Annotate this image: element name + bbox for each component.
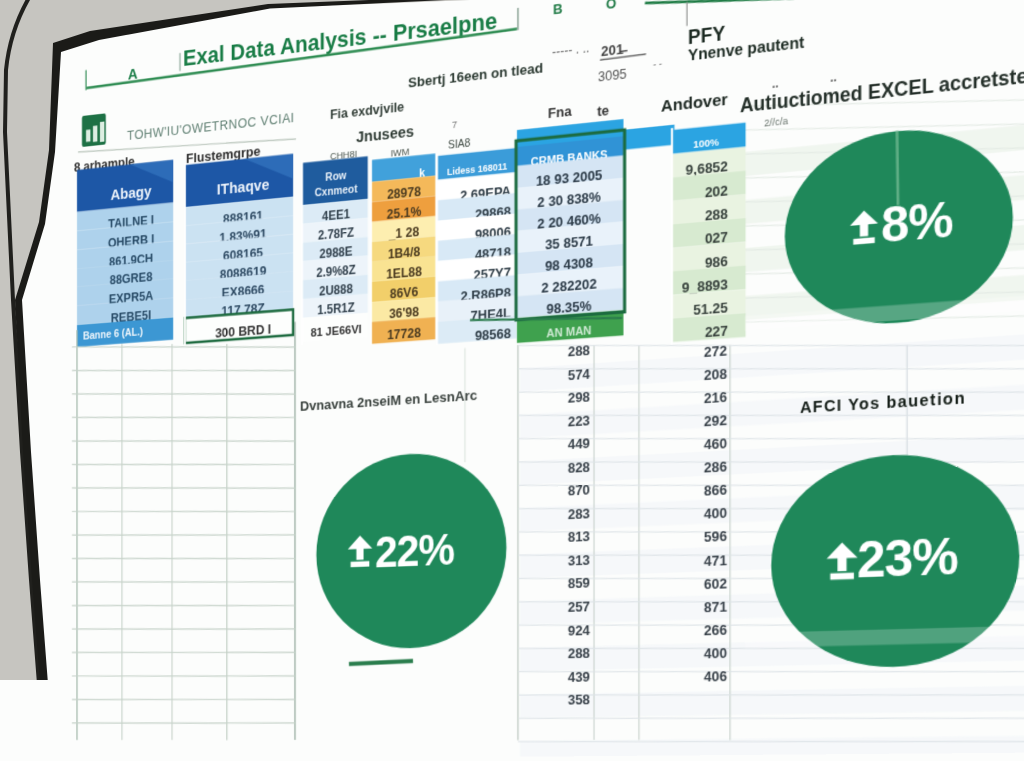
svg-text:406: 406: [704, 668, 728, 685]
svg-text:Exal Data Analysis -- Prsaelpn: Exal Data Analysis -- Prsaelpne: [183, 9, 497, 72]
svg-text:51.25: 51.25: [693, 299, 728, 318]
svg-text:283: 283: [568, 505, 591, 522]
svg-text:2.69EPA: 2.69EPA: [460, 183, 511, 204]
svg-text:602: 602: [704, 575, 728, 592]
svg-text:257: 257: [568, 598, 591, 615]
svg-text:813: 813: [568, 528, 591, 545]
svg-text:2//c/a: 2//c/a: [764, 115, 788, 129]
svg-text:223: 223: [568, 412, 591, 430]
svg-text:471: 471: [704, 552, 728, 570]
svg-text:3095: 3095: [598, 68, 627, 85]
svg-text:358: 358: [568, 692, 591, 709]
svg-text:100%: 100%: [693, 136, 719, 150]
svg-text:35 8571: 35 8571: [545, 233, 593, 253]
svg-text:17728: 17728: [387, 326, 421, 342]
svg-text:859: 859: [568, 575, 591, 592]
svg-text:..: ..: [830, 72, 837, 86]
svg-text:Fna: Fna: [548, 103, 572, 122]
svg-text:22%: 22%: [375, 525, 454, 577]
svg-text:027: 027: [705, 229, 729, 248]
svg-text:Jnusees: Jnusees: [356, 122, 414, 146]
svg-text:Dvnavna 2nseiM en LesnArc: Dvnavna 2nseiM en LesnArc: [300, 387, 477, 414]
svg-text:227: 227: [705, 323, 729, 341]
svg-text:- -: - -: [653, 57, 662, 70]
svg-text:98006: 98006: [475, 224, 511, 243]
svg-text:B: B: [553, 0, 563, 17]
svg-text:7: 7: [452, 118, 457, 130]
svg-text:SCC: SCC: [566, 128, 588, 142]
svg-text:O: O: [606, 0, 616, 12]
svg-text:2 20 460%: 2 20 460%: [537, 210, 601, 232]
svg-text:266: 266: [704, 621, 728, 638]
svg-text:98568: 98568: [475, 325, 511, 344]
svg-text:23%: 23%: [857, 528, 958, 590]
svg-text:439: 439: [568, 668, 591, 685]
svg-text:574: 574: [568, 365, 591, 383]
svg-text:828: 828: [568, 459, 591, 476]
svg-text:9_8893: 9_8893: [682, 276, 729, 296]
svg-text:298: 298: [568, 389, 591, 407]
svg-text:208: 208: [704, 365, 728, 383]
svg-text:257Y7: 257Y7: [473, 264, 511, 283]
svg-text:9,6852: 9,6852: [686, 158, 729, 179]
svg-text:596: 596: [704, 528, 728, 546]
svg-text:272: 272: [704, 342, 728, 360]
svg-text:449: 449: [568, 435, 591, 453]
svg-text:29868: 29868: [475, 203, 511, 222]
svg-text:48718: 48718: [475, 244, 511, 263]
svg-text:924: 924: [568, 622, 591, 639]
svg-text:Sbertj 16een on tlead: Sbertj 16een on tlead: [408, 60, 543, 91]
svg-text:AN MAN: AN MAN: [547, 325, 592, 341]
svg-text:216: 216: [704, 388, 728, 406]
svg-text:..: ..: [772, 78, 779, 92]
svg-text:400: 400: [704, 645, 728, 662]
svg-text:400: 400: [704, 505, 728, 523]
svg-text:Autiuctiomed EXCEL accretstem: Autiuctiomed EXCEL accretstem: [740, 63, 1024, 117]
svg-text:98.35%: 98.35%: [546, 298, 591, 318]
svg-text:288: 288: [705, 205, 729, 224]
svg-text:SIA8: SIA8: [448, 138, 471, 153]
svg-text:2 282202: 2 282202: [541, 276, 597, 297]
svg-text:870: 870: [568, 482, 591, 499]
svg-text:292: 292: [704, 412, 728, 430]
svg-text:866: 866: [704, 482, 728, 500]
svg-text:Row: Row: [325, 170, 347, 184]
svg-text:Fia exdvjvile: Fia exdvjvile: [330, 98, 405, 122]
svg-text:313: 313: [568, 552, 591, 569]
svg-text:98 4308: 98 4308: [545, 255, 593, 275]
svg-text:286: 286: [704, 458, 728, 476]
svg-text:460: 460: [704, 435, 728, 453]
svg-text:201̶: 201̶: [601, 40, 628, 59]
svg-text:2.R86P8: 2.R86P8: [461, 285, 512, 305]
svg-text:871: 871: [704, 598, 728, 615]
svg-text:----- . ..: ----- . ..: [552, 42, 590, 60]
svg-text:TOHW'IU'OWETRNOC VCIAI: TOHW'IU'OWETRNOC VCIAI: [127, 110, 295, 144]
svg-text:8%: 8%: [881, 190, 952, 254]
svg-text:PFY: PFY: [688, 22, 725, 49]
svg-text:288: 288: [568, 645, 591, 662]
svg-text:288: 288: [568, 342, 591, 360]
svg-text:18 93 2005: 18 93 2005: [536, 166, 603, 189]
svg-text:2 30 838%: 2 30 838%: [537, 188, 601, 210]
svg-text:Andover: Andover: [661, 91, 728, 117]
svg-text:7HE4L: 7HE4L: [471, 305, 511, 324]
svg-text:986: 986: [705, 252, 729, 271]
svg-text:te: te: [597, 102, 609, 120]
svg-text:202: 202: [705, 182, 729, 201]
